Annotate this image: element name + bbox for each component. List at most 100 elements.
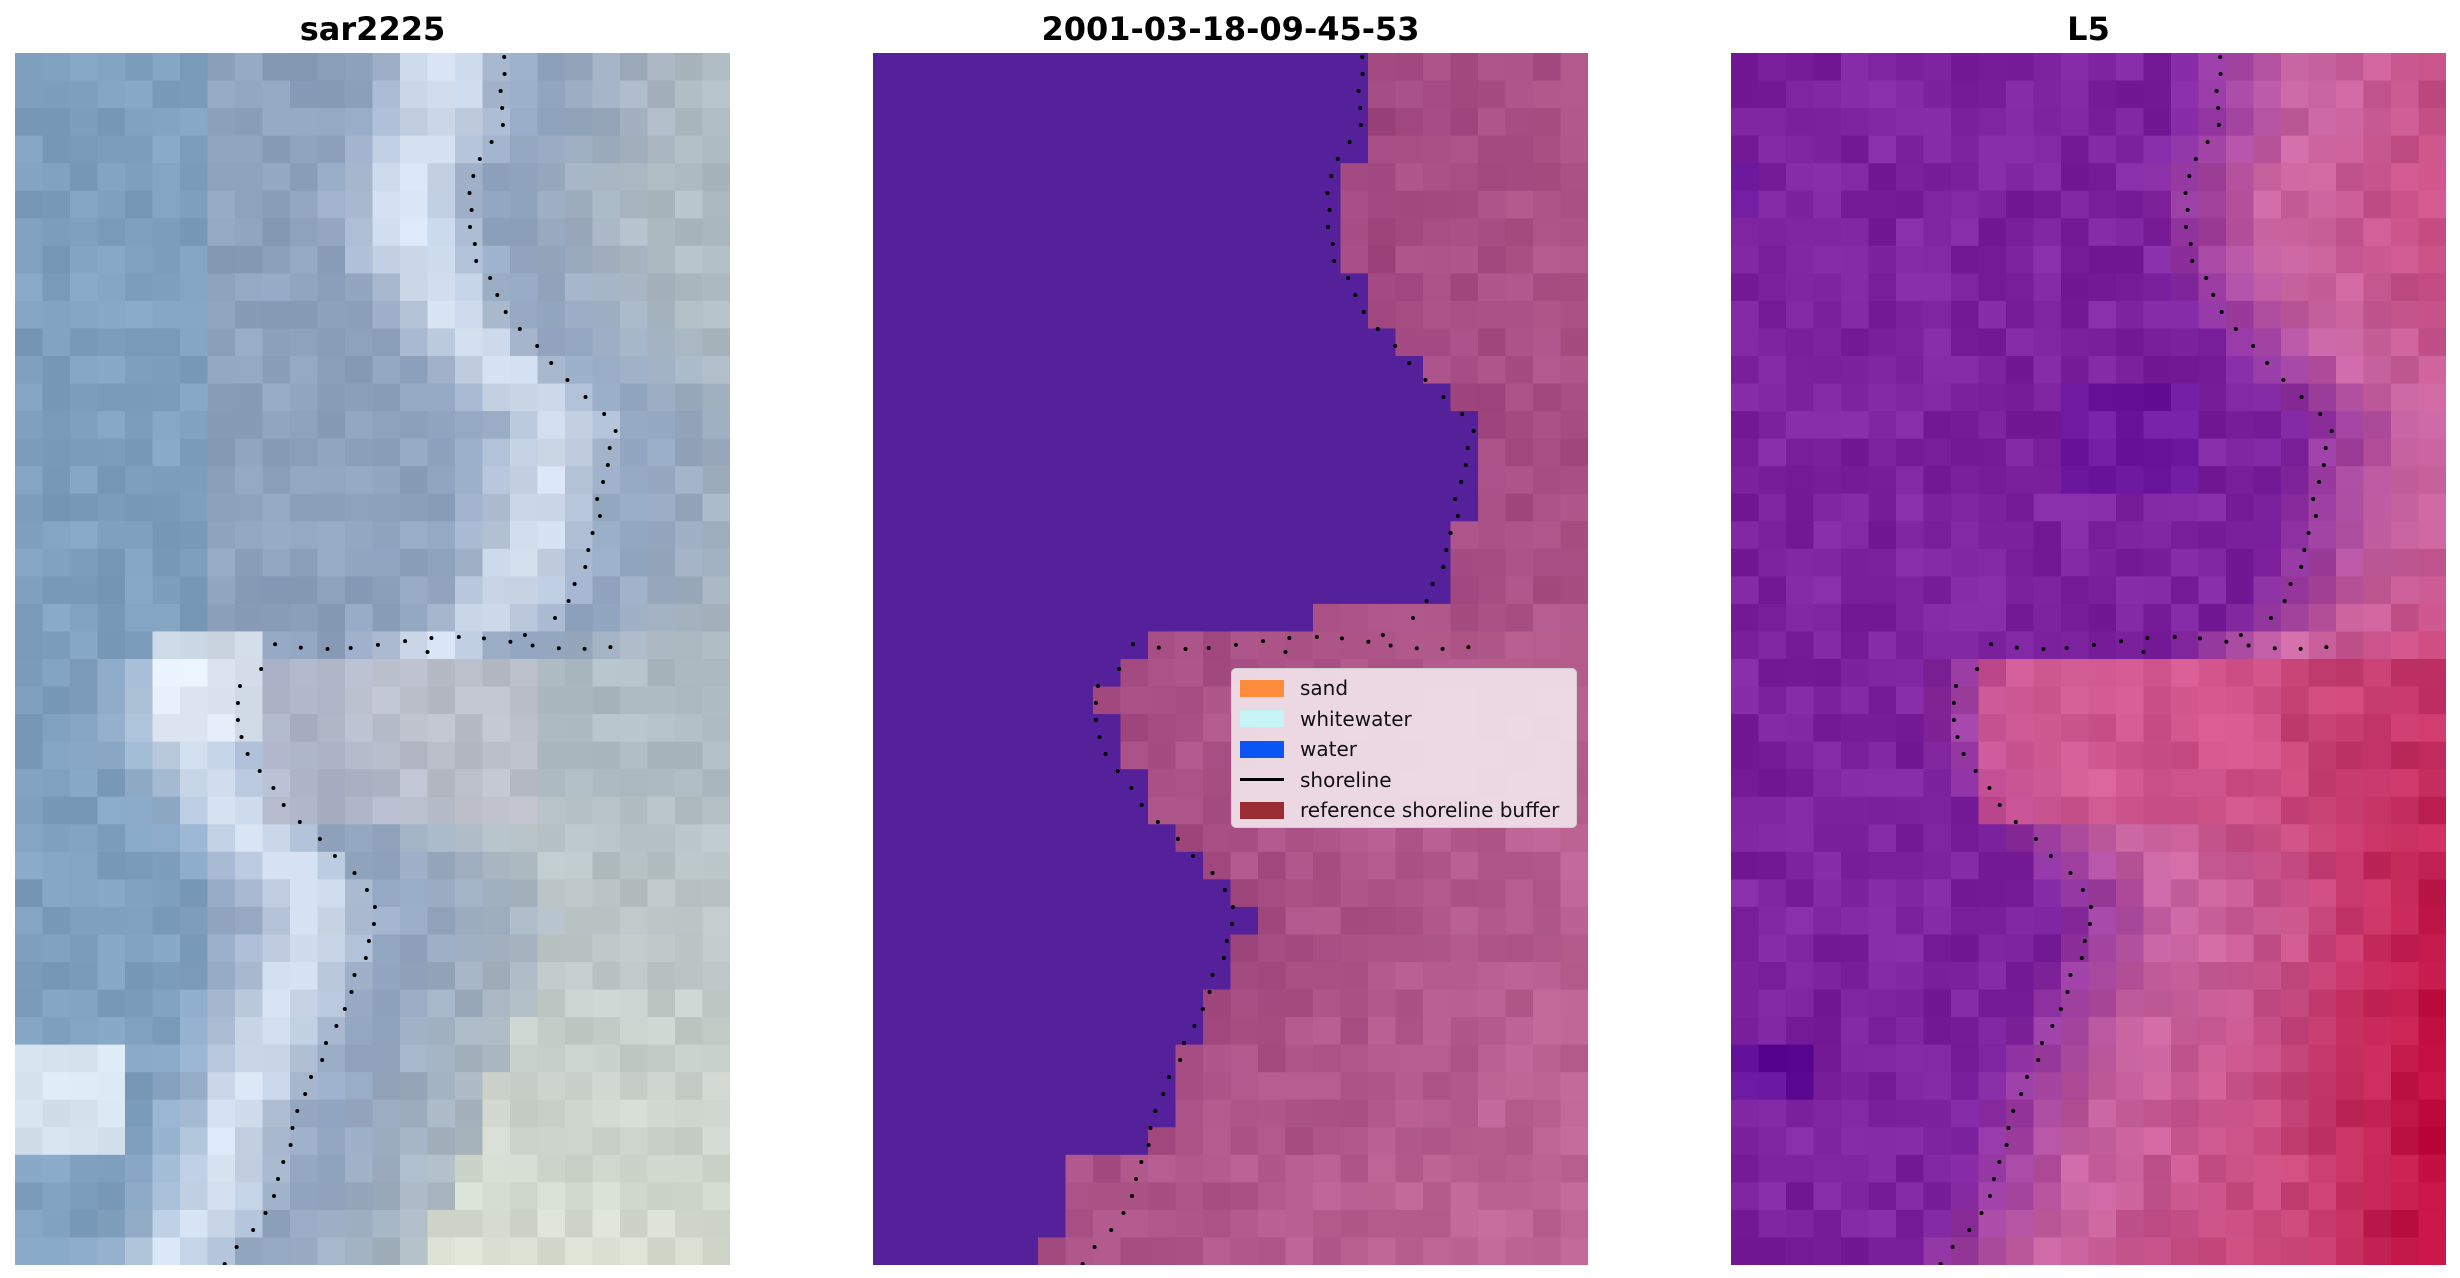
class-pixel	[955, 603, 984, 633]
rgb-pixel	[510, 1072, 539, 1101]
rgb-pixel	[675, 521, 704, 550]
class-pixel	[1038, 796, 1067, 825]
index-pixel	[2116, 989, 2145, 1018]
class-pixel	[1560, 989, 1588, 1018]
class-pixel	[1093, 1182, 1122, 1211]
rgb-pixel	[565, 493, 594, 522]
rgb-pixel	[235, 603, 264, 633]
class-pixel	[1065, 548, 1094, 577]
class-pixel	[1038, 190, 1067, 219]
index-pixel	[2226, 686, 2255, 715]
index-pixel	[1951, 659, 1980, 688]
index-pixel	[2006, 1044, 2035, 1073]
class-pixel	[1395, 879, 1424, 908]
class-pixel	[1423, 466, 1452, 495]
class-pixel	[1010, 989, 1039, 1018]
index-pixel	[2308, 906, 2337, 936]
index-pixel	[1731, 796, 1760, 825]
rgb-pixel	[290, 631, 319, 660]
rgb-pixel	[317, 769, 346, 798]
class-pixel	[1010, 80, 1039, 109]
index-pixel	[1923, 962, 1952, 991]
shoreline-point	[1156, 645, 1161, 650]
shoreline-point	[1206, 646, 1211, 650]
index-pixel	[1896, 108, 1925, 137]
index-pixel	[1978, 466, 2007, 495]
class-pixel	[1175, 989, 1204, 1018]
index-pixel	[1978, 108, 2007, 137]
shoreline-point	[2004, 1143, 2009, 1147]
class-pixel	[1093, 411, 1122, 440]
index-pixel	[1758, 769, 1787, 798]
rgb-pixel	[70, 548, 99, 577]
index-pixel	[2198, 135, 2227, 164]
index-pixel	[2143, 659, 2172, 688]
index-pixel	[2006, 218, 2035, 247]
rgb-pixel	[345, 163, 374, 192]
shoreline-point	[2281, 378, 2286, 382]
rgb-pixel	[152, 1017, 181, 1046]
index-pixel	[2143, 1072, 2172, 1101]
rgb-pixel	[372, 135, 401, 164]
rgb-pixel	[400, 1209, 429, 1239]
index-pixel	[1896, 1154, 1925, 1183]
rgb-pixel	[152, 300, 181, 330]
class-pixel	[1093, 796, 1122, 825]
rgb-pixel	[125, 53, 154, 82]
index-pixel	[1923, 438, 1952, 467]
rgb-pixel	[317, 576, 346, 605]
rgb-pixel	[207, 1127, 236, 1156]
index-pixel	[1868, 659, 1897, 688]
shoreline-point	[1466, 645, 1471, 650]
rgb-pixel	[235, 824, 264, 853]
rgb-pixel	[455, 934, 484, 963]
index-pixel	[1923, 769, 1952, 798]
class-pixel	[1560, 879, 1588, 908]
rgb-pixel	[400, 411, 429, 440]
index-pixel	[2143, 989, 2172, 1018]
shoreline-point	[2311, 497, 2316, 501]
class-pixel	[1065, 1017, 1094, 1046]
rgb-pixel	[125, 934, 154, 963]
shoreline-point	[1080, 1262, 1085, 1265]
rgb-pixel	[647, 218, 676, 247]
rgb-pixel	[702, 190, 730, 219]
index-pixel	[2033, 962, 2062, 991]
rgb-pixel	[42, 1209, 71, 1239]
rgb-pixel	[125, 879, 154, 908]
index-pixel	[2171, 466, 2200, 495]
rgb-pixel	[565, 273, 594, 302]
index-pixel	[1978, 300, 2007, 330]
index-pixel	[2253, 1099, 2282, 1128]
class-pixel	[1093, 769, 1122, 798]
index-pixel	[2308, 686, 2337, 715]
rgb-pixel	[482, 989, 511, 1018]
class-pixel	[873, 493, 902, 522]
rgb-pixel	[207, 659, 236, 688]
index-pixel	[1923, 411, 1952, 440]
class-pixel	[928, 163, 957, 192]
class-pixel	[1450, 1099, 1479, 1128]
index-pixel	[1841, 1044, 1870, 1073]
rgb-pixel	[15, 796, 44, 825]
rgb-pixel	[235, 356, 264, 385]
rgb-pixel	[702, 521, 730, 550]
class-pixel	[1038, 245, 1067, 274]
rgb-pixel	[235, 521, 264, 550]
class-pixel	[1450, 356, 1479, 385]
class-pixel	[1533, 962, 1562, 991]
class-pixel	[1368, 383, 1397, 412]
rgb-image-panel	[15, 53, 730, 1265]
class-pixel	[1450, 1237, 1479, 1265]
rgb-pixel	[565, 1099, 594, 1128]
index-pixel	[2116, 493, 2145, 522]
index-pixel	[2006, 493, 2035, 522]
class-pixel	[955, 769, 984, 798]
index-pixel	[2418, 686, 2446, 715]
class-pixel	[1203, 851, 1232, 880]
class-pixel	[1175, 190, 1204, 219]
class-pixel	[1148, 190, 1177, 219]
index-pixel	[2391, 576, 2420, 605]
rgb-pixel	[565, 466, 594, 495]
class-pixel	[1258, 824, 1287, 853]
